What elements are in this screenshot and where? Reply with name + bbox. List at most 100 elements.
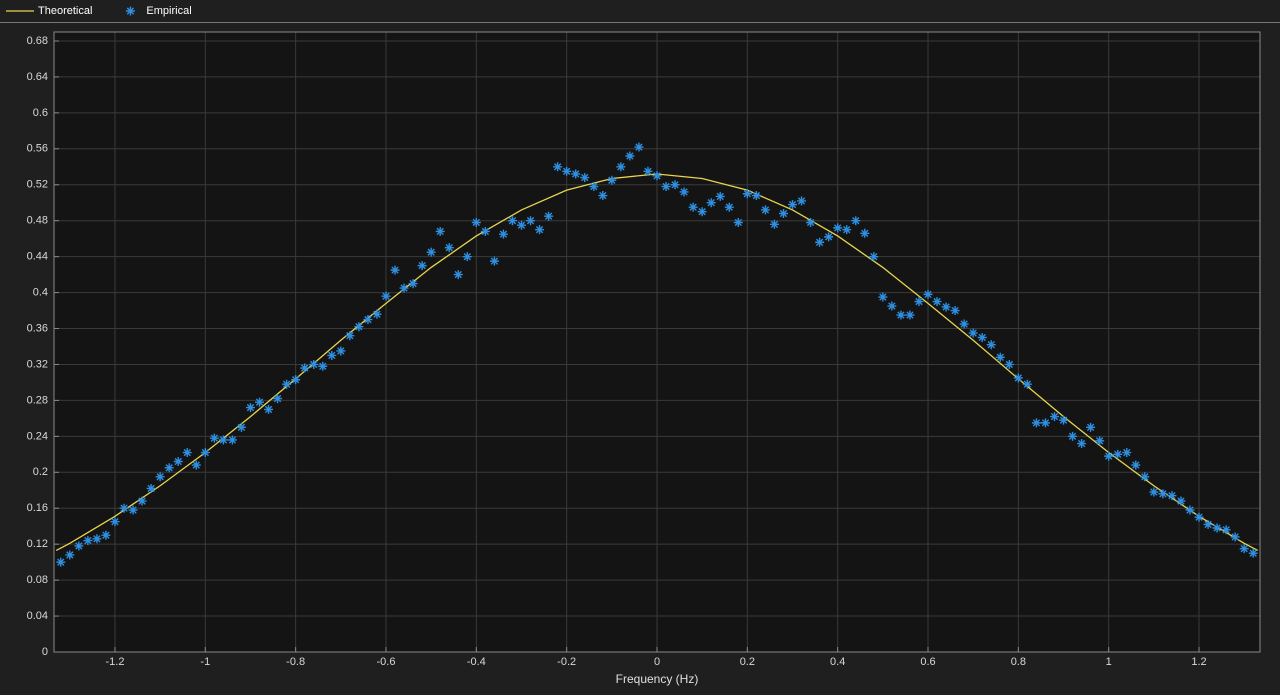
empirical-point [1022,379,1032,389]
empirical-point [128,505,138,515]
empirical-point [1077,439,1087,449]
empirical-point [345,331,355,341]
empirical-point [697,207,707,217]
empirical-point [318,361,328,371]
empirical-point [164,463,174,473]
x-tick-label: 0.2 [740,656,755,668]
empirical-point [824,232,834,242]
empirical-point [769,219,779,229]
empirical-point [634,142,644,152]
y-tick-label: 0.08 [27,574,48,586]
empirical-point [1167,491,1177,501]
empirical-point [435,226,445,236]
x-tick-label: -0.6 [377,656,396,668]
empirical-point [489,256,499,266]
empirical-point [471,217,481,227]
empirical-point [1131,460,1141,470]
empirical-point [616,162,626,172]
empirical-point [986,340,996,350]
empirical-point [625,151,635,161]
empirical-point [56,557,66,567]
x-tick-label: 0.8 [1011,656,1026,668]
empirical-point [815,237,825,247]
empirical-point [101,530,111,540]
empirical-point [806,217,816,227]
empirical-point [426,247,436,257]
empirical-point [995,352,1005,362]
empirical-point [1095,436,1105,446]
y-tick-label: 0.64 [27,71,48,83]
empirical-point [869,252,879,262]
empirical-point [381,291,391,301]
empirical-point [300,363,310,373]
empirical-point [1158,489,1168,499]
empirical-point [1203,519,1213,529]
empirical-point [480,226,490,236]
y-tick-label: 0.32 [27,358,48,370]
y-tick-label: 0.6 [33,107,48,119]
empirical-point [535,225,545,235]
empirical-point [688,202,698,212]
y-tick-label: 0.12 [27,538,48,550]
empirical-point [851,216,861,226]
empirical-point [760,205,770,215]
empirical-point [200,448,210,458]
empirical-point [923,289,933,299]
empirical-point [336,346,346,356]
empirical-point [733,217,743,227]
x-tick-label: -1.2 [105,656,124,668]
empirical-point [1221,525,1231,535]
empirical-point [83,536,93,546]
empirical-point [444,243,454,253]
empirical-point [679,187,689,197]
empirical-point [453,270,463,280]
empirical-point [932,297,942,307]
empirical-point [191,460,201,470]
empirical-point [670,180,680,190]
empirical-point [372,309,382,319]
empirical-point [968,328,978,338]
y-tick-label: 0.2 [33,466,48,478]
empirical-point [516,220,526,230]
marks [55,142,1259,567]
y-tick-label: 0.36 [27,322,48,334]
empirical-point [227,435,237,445]
x-tick-label: 0.6 [920,656,935,668]
empirical-point [146,483,156,493]
legend-label: Theoretical [38,5,92,17]
empirical-point [1068,431,1078,441]
empirical-point [110,517,120,527]
empirical-point [1140,472,1150,482]
empirical-point [92,534,102,544]
empirical-point [1122,448,1132,458]
empirical-point [1185,505,1195,515]
empirical-point [65,550,75,560]
empirical-point [562,166,572,176]
x-tick-label: -0.4 [467,656,486,668]
y-tick-label: 0 [42,646,48,658]
empirical-point [652,171,662,181]
y-tick-label: 0.56 [27,143,48,155]
empirical-point [788,200,798,210]
empirical-point [119,503,129,513]
empirical-point [715,191,725,201]
empirical-point [74,541,84,551]
empirical-point [1086,422,1096,432]
empirical-point [742,189,752,199]
empirical-point [589,182,599,192]
empirical-point [173,457,183,467]
empirical-point [950,306,960,316]
empirical-point [1194,512,1204,522]
empirical-point [1004,359,1014,369]
x-tick-label: -0.8 [286,656,305,668]
empirical-point [544,211,554,221]
empirical-point [1040,418,1050,428]
y-tick-label: 0.28 [27,394,48,406]
legend-bar [0,0,1280,22]
empirical-point [1176,496,1186,506]
empirical-point [1013,373,1023,383]
empirical-point [941,302,951,312]
empirical-point [498,229,508,239]
